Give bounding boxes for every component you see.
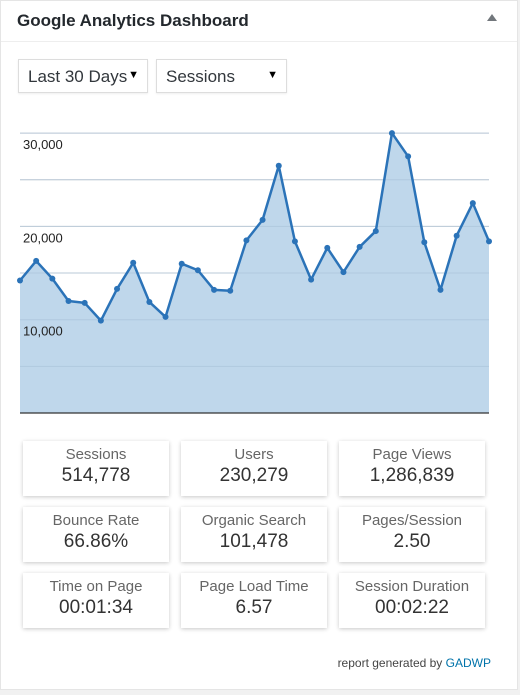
data-point: [275, 162, 282, 169]
widget-header: Google Analytics Dashboard: [1, 1, 517, 42]
data-point: [405, 153, 412, 160]
stat-label: Sessions: [65, 446, 127, 463]
series-line: [19, 131, 491, 322]
data-point: [114, 285, 121, 292]
date-range-select[interactable]: Last 30 Days ▼: [18, 59, 148, 93]
stat-box: Organic Search 101,478: [181, 507, 327, 562]
sessions-area-chart: 10,000 20,000 30,000: [17, 130, 492, 414]
page-background: [0, 690, 520, 695]
stat-value: 101,478: [219, 531, 289, 552]
stat-value: 00:01:34: [59, 597, 133, 618]
data-point: [97, 317, 104, 324]
stat-label: Page Views: [372, 446, 452, 463]
stat-box: Page Views 1,286,839: [339, 441, 485, 496]
data-point: [49, 275, 56, 282]
data-point: [469, 200, 476, 207]
data-point: [259, 216, 266, 223]
date-range-value: Last 30 Days: [28, 67, 128, 86]
stat-value: 00:02:22: [375, 597, 449, 618]
data-point: [308, 276, 315, 283]
stat-box: Users 230,279: [181, 441, 327, 496]
stat-value: 230,279: [219, 465, 289, 486]
dropdown-arrow-icon: ▼: [267, 69, 278, 81]
stat-box: Pages/Session 2.50: [339, 507, 485, 562]
data-point: [81, 299, 88, 306]
data-point: [130, 259, 137, 266]
stat-value: 6.57: [235, 597, 273, 618]
data-point: [178, 260, 185, 267]
data-point: [486, 238, 492, 245]
report-footer: report generated by GADWP: [338, 656, 491, 670]
data-point: [65, 298, 72, 305]
data-point: [453, 232, 460, 239]
stat-box: Time on Page 00:01:34: [23, 573, 169, 628]
stat-label: Session Duration: [354, 578, 470, 595]
data-point: [388, 130, 395, 137]
stat-label: Organic Search: [201, 512, 307, 529]
triangle-up-icon[interactable]: [487, 14, 497, 21]
stat-label: Pages/Session: [361, 512, 463, 529]
data-point: [372, 228, 379, 235]
y-tick-label: 10,000: [23, 324, 63, 339]
stat-value: 514,778: [61, 465, 131, 486]
stat-value: 1,286,839: [369, 465, 455, 486]
data-point: [437, 286, 444, 293]
data-point: [211, 286, 218, 293]
stat-box: Page Load Time 6.57: [181, 573, 327, 628]
gadwp-link[interactable]: GADWP: [445, 656, 491, 670]
data-point: [33, 257, 40, 264]
data-point: [194, 267, 201, 274]
data-point: [340, 269, 347, 276]
data-point: [356, 243, 363, 250]
data-point: [421, 239, 428, 246]
stat-label: Users: [234, 446, 274, 463]
data-point: [17, 277, 23, 284]
data-point: [162, 313, 169, 320]
data-point: [243, 237, 250, 244]
data-point: [324, 244, 331, 251]
metric-value: Sessions: [166, 67, 235, 86]
stat-box: Session Duration 00:02:22: [339, 573, 485, 628]
footer-prefix: report generated by: [337, 656, 443, 670]
stat-label: Bounce Rate: [52, 512, 140, 529]
stat-label: Time on Page: [49, 578, 143, 595]
stat-label: Page Load Time: [199, 578, 309, 595]
dropdown-arrow-icon: ▼: [128, 69, 139, 81]
stat-value: 66.86%: [63, 531, 129, 552]
stat-value: 2.50: [393, 531, 431, 552]
widget-title: Google Analytics Dashboard: [17, 11, 249, 30]
metric-select[interactable]: Sessions ▼: [156, 59, 287, 93]
data-point: [227, 287, 234, 294]
y-tick-label: 20,000: [23, 230, 63, 245]
y-tick-label: 30,000: [23, 137, 63, 152]
stat-box: Sessions 514,778: [23, 441, 169, 496]
data-point: [146, 298, 153, 305]
data-point: [291, 238, 298, 245]
stat-box: Bounce Rate 66.86%: [23, 507, 169, 562]
